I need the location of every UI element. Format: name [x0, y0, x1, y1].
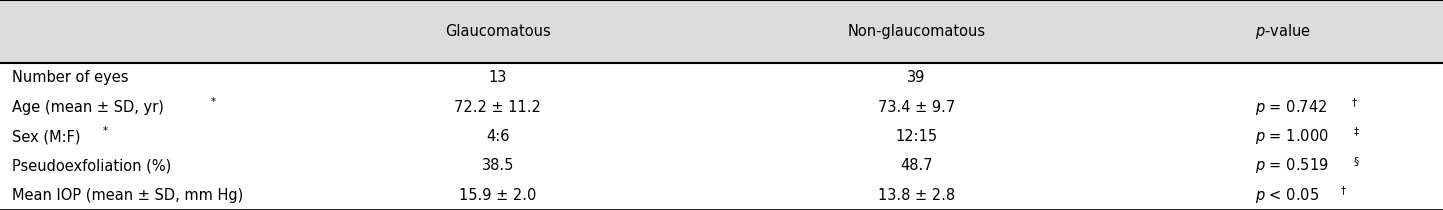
Text: 38.5: 38.5 [482, 158, 514, 173]
Text: Glaucomatous: Glaucomatous [444, 24, 551, 39]
Text: $p$-value: $p$-value [1255, 22, 1312, 41]
Text: ‡: ‡ [1354, 126, 1359, 136]
Text: $p$ = 0.519: $p$ = 0.519 [1255, 156, 1329, 175]
Text: 15.9 ± 2.0: 15.9 ± 2.0 [459, 188, 537, 203]
Text: 39: 39 [908, 70, 925, 85]
Text: §: § [1354, 156, 1359, 166]
Text: *: * [102, 126, 108, 136]
Text: †: † [1341, 185, 1346, 195]
Text: †: † [1352, 97, 1356, 107]
Text: Pseudoexfoliation (%): Pseudoexfoliation (%) [12, 158, 170, 173]
Text: 72.2 ± 11.2: 72.2 ± 11.2 [455, 100, 541, 115]
Text: 13: 13 [489, 70, 506, 85]
Text: Sex (M:F): Sex (M:F) [12, 129, 79, 144]
Text: Age (mean ± SD, yr): Age (mean ± SD, yr) [12, 100, 163, 115]
Text: 4:6: 4:6 [486, 129, 509, 144]
Text: 13.8 ± 2.8: 13.8 ± 2.8 [877, 188, 955, 203]
Text: 12:15: 12:15 [895, 129, 938, 144]
Text: Non-glaucomatous: Non-glaucomatous [847, 24, 986, 39]
Text: Mean IOP (mean ± SD, mm Hg): Mean IOP (mean ± SD, mm Hg) [12, 188, 242, 203]
Text: 73.4 ± 9.7: 73.4 ± 9.7 [877, 100, 955, 115]
Text: $p$ < 0.05: $p$ < 0.05 [1255, 186, 1319, 205]
Text: Number of eyes: Number of eyes [12, 70, 128, 85]
Text: *: * [211, 97, 215, 107]
Bar [0, 0, 1443, 63]
Text: $p$ = 0.742: $p$ = 0.742 [1255, 98, 1328, 117]
Text: $p$ = 1.000: $p$ = 1.000 [1255, 127, 1329, 146]
Text: 48.7: 48.7 [900, 158, 932, 173]
